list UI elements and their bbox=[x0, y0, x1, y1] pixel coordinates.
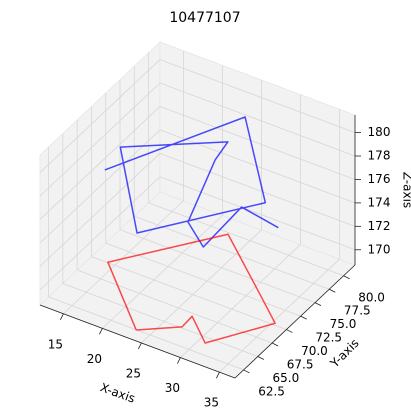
data-line bbox=[104, 116, 279, 248]
grid-line bbox=[39, 176, 161, 291]
grid-line bbox=[159, 176, 356, 251]
y-tick-label: 65.0 bbox=[272, 371, 299, 385]
y-tick-label: 75.0 bbox=[330, 317, 357, 331]
grid-line bbox=[119, 229, 316, 304]
z-tick-label: 170 bbox=[368, 242, 391, 256]
grid-line bbox=[39, 106, 161, 220]
y-axis-line bbox=[234, 264, 356, 379]
x-tick-label: 25 bbox=[126, 366, 141, 380]
y-tick-label: 62.5 bbox=[258, 384, 285, 398]
grid-line bbox=[134, 215, 330, 290]
tick-mark bbox=[271, 342, 279, 347]
x-tick-label: 30 bbox=[165, 381, 180, 395]
z-tick-label: 180 bbox=[368, 125, 391, 139]
grid-line bbox=[219, 258, 340, 373]
y-tick-label: 80.0 bbox=[358, 290, 385, 304]
tick-mark bbox=[286, 329, 293, 333]
y-tick-label: 77.5 bbox=[344, 304, 371, 318]
tick-mark bbox=[243, 369, 250, 374]
grid-line bbox=[63, 200, 184, 315]
x-axis-line bbox=[39, 304, 236, 379]
grid-line bbox=[159, 59, 356, 133]
grid-line bbox=[39, 59, 161, 173]
x-tick-label: 35 bbox=[204, 396, 219, 410]
tick-mark bbox=[177, 357, 181, 364]
tick-mark bbox=[257, 356, 265, 360]
grid-line bbox=[141, 229, 262, 344]
z-tick-label: 176 bbox=[368, 172, 391, 186]
z-tick-label: 172 bbox=[368, 219, 391, 233]
grid-line bbox=[39, 129, 161, 244]
data-line bbox=[107, 233, 276, 344]
grid-line bbox=[159, 82, 356, 157]
y-tick-label: 72.5 bbox=[315, 331, 342, 345]
grid-line bbox=[77, 269, 273, 344]
grid-line bbox=[180, 244, 301, 358]
grid-line bbox=[159, 152, 356, 227]
chart-title: 10477107 bbox=[169, 10, 240, 26]
tick-mark bbox=[300, 315, 307, 320]
z-axis-label: Z-axis bbox=[401, 172, 411, 208]
x-axis-label: X-axis bbox=[98, 380, 137, 405]
tick-mark bbox=[216, 371, 220, 379]
grid-line bbox=[39, 153, 161, 267]
grid-line bbox=[148, 202, 344, 277]
y-tick-label: 67.5 bbox=[287, 358, 314, 372]
x-tick-label: 20 bbox=[87, 352, 102, 366]
x-tick-label: 15 bbox=[48, 337, 63, 351]
tick-mark bbox=[99, 328, 103, 335]
tick-mark bbox=[314, 302, 322, 307]
grid-line bbox=[48, 296, 244, 371]
grid-line bbox=[159, 106, 356, 180]
y-tick-label: 70.0 bbox=[301, 344, 328, 358]
tick-mark bbox=[138, 342, 142, 350]
grid-line bbox=[62, 283, 258, 357]
tick-mark bbox=[329, 288, 336, 293]
grid-line bbox=[39, 82, 161, 197]
z-tick-label: 178 bbox=[368, 149, 391, 163]
z-tick-label: 174 bbox=[368, 195, 391, 209]
grid-line bbox=[91, 256, 287, 330]
tick-mark bbox=[343, 275, 350, 280]
tick-mark bbox=[60, 313, 64, 320]
grid-line bbox=[102, 215, 223, 329]
